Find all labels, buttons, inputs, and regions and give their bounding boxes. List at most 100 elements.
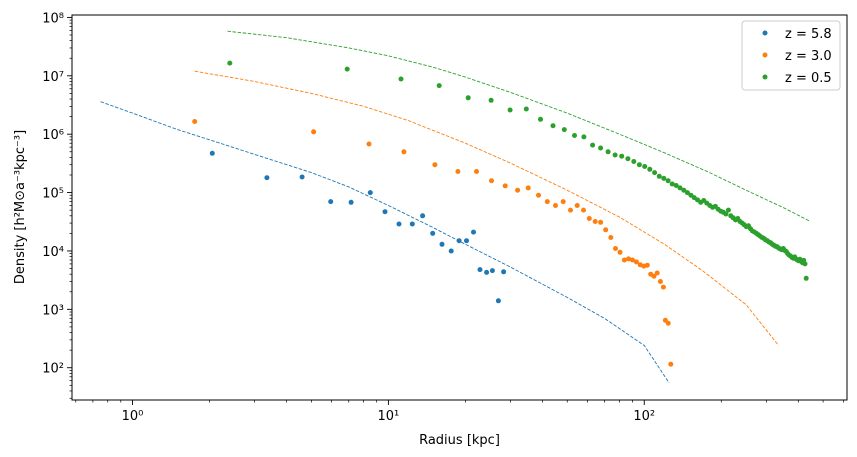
data-point-series-2 bbox=[550, 123, 556, 129]
data-point-series-0 bbox=[264, 175, 270, 181]
data-point-series-0 bbox=[477, 267, 483, 273]
data-points bbox=[192, 60, 809, 367]
data-point-series-1 bbox=[651, 273, 657, 279]
data-point-series-2 bbox=[612, 152, 618, 158]
data-point-series-2 bbox=[803, 275, 809, 281]
data-point-series-0 bbox=[420, 213, 426, 219]
y-tick-label: 10⁷ bbox=[42, 70, 64, 85]
y-tick-label: 10⁶ bbox=[42, 128, 64, 143]
data-point-series-1 bbox=[633, 259, 639, 265]
data-point-series-1 bbox=[574, 203, 580, 208]
data-point-series-2 bbox=[669, 181, 675, 187]
data-point-series-2 bbox=[684, 190, 690, 196]
data-point-series-0 bbox=[489, 268, 495, 274]
y-tick-label: 10⁴ bbox=[42, 245, 64, 260]
data-point-series-2 bbox=[488, 97, 494, 103]
data-point-series-0 bbox=[430, 230, 436, 236]
data-point-series-2 bbox=[344, 66, 350, 72]
data-point-series-2 bbox=[523, 106, 529, 112]
data-point-series-2 bbox=[465, 95, 471, 101]
x-tick-label: 10⁰ bbox=[122, 409, 144, 424]
data-point-series-2 bbox=[652, 170, 658, 176]
fit-line-series-0 bbox=[100, 101, 670, 384]
data-point-series-1 bbox=[608, 235, 614, 240]
legend-label-series-0: z = 5.8 bbox=[785, 27, 832, 42]
data-point-series-2 bbox=[227, 60, 233, 66]
data-point-series-0 bbox=[382, 209, 388, 215]
data-point-series-1 bbox=[626, 256, 631, 262]
data-point-series-0 bbox=[439, 241, 445, 247]
data-point-series-1 bbox=[603, 227, 609, 233]
data-point-series-1 bbox=[502, 183, 508, 189]
data-point-series-0 bbox=[464, 238, 469, 244]
legend-marker-series-2 bbox=[762, 74, 768, 80]
data-point-series-0 bbox=[328, 199, 334, 205]
legend-label-series-2: z = 0.5 bbox=[785, 71, 832, 86]
y-tick-label: 10³ bbox=[42, 303, 64, 318]
data-point-series-0 bbox=[409, 221, 415, 227]
data-point-series-1 bbox=[553, 203, 558, 208]
data-point-series-1 bbox=[617, 249, 623, 255]
data-point-series-0 bbox=[495, 298, 501, 304]
data-point-series-1 bbox=[366, 141, 372, 147]
data-point-series-1 bbox=[654, 270, 660, 276]
data-point-series-1 bbox=[668, 361, 674, 367]
data-point-series-2 bbox=[507, 107, 513, 113]
data-point-series-1 bbox=[644, 262, 650, 268]
data-point-series-1 bbox=[311, 129, 317, 135]
data-point-series-2 bbox=[647, 166, 653, 172]
data-point-series-1 bbox=[621, 257, 627, 263]
data-point-series-2 bbox=[590, 142, 596, 148]
data-point-series-1 bbox=[598, 219, 604, 225]
data-point-series-2 bbox=[636, 162, 642, 168]
x-tick-label: 10¹ bbox=[378, 409, 400, 424]
y-axis-ticks: 10² 10³ 10⁴ 10⁵ 10⁶ 10⁷ 10⁸ bbox=[42, 11, 72, 399]
data-point-series-0 bbox=[501, 269, 507, 275]
data-point-series-1 bbox=[544, 199, 550, 205]
data-point-series-1 bbox=[613, 246, 618, 251]
data-point-series-2 bbox=[561, 127, 567, 133]
data-point-series-2 bbox=[723, 211, 729, 217]
data-point-series-0 bbox=[348, 199, 354, 205]
y-tick-label: 10⁵ bbox=[42, 187, 64, 202]
data-point-series-1 bbox=[592, 219, 598, 224]
data-point-series-0 bbox=[367, 190, 373, 196]
data-point-series-2 bbox=[725, 207, 731, 213]
data-point-series-2 bbox=[673, 183, 679, 188]
data-point-series-2 bbox=[665, 178, 671, 184]
fit-line-series-1 bbox=[194, 70, 779, 346]
data-point-series-2 bbox=[605, 149, 611, 155]
x-axis-ticks: 10⁰ 10¹ 10² bbox=[75, 400, 844, 424]
data-point-series-0 bbox=[448, 248, 454, 254]
data-point-series-2 bbox=[656, 173, 662, 179]
legend-marker-series-0 bbox=[762, 30, 768, 36]
data-point-series-2 bbox=[538, 116, 543, 122]
legend: z = 5.8 z = 3.0 z = 0.5 bbox=[741, 20, 841, 91]
legend-box bbox=[741, 20, 841, 91]
data-point-series-2 bbox=[619, 153, 625, 159]
data-point-series-1 bbox=[432, 162, 438, 168]
data-point-series-1 bbox=[560, 199, 566, 205]
x-axis-label: Radius [kpc] bbox=[419, 433, 500, 448]
data-point-series-1 bbox=[665, 320, 671, 326]
data-point-series-0 bbox=[396, 221, 402, 227]
data-point-series-2 bbox=[802, 261, 808, 267]
data-point-series-1 bbox=[536, 192, 541, 198]
data-point-series-0 bbox=[209, 150, 215, 156]
data-point-series-2 bbox=[642, 164, 648, 169]
data-point-series-2 bbox=[661, 175, 667, 181]
data-point-series-2 bbox=[436, 83, 442, 89]
data-point-series-1 bbox=[474, 169, 479, 174]
fit-lines bbox=[100, 30, 810, 384]
data-point-series-1 bbox=[581, 207, 586, 213]
y-tick-label: 10⁸ bbox=[42, 11, 64, 26]
data-point-series-1 bbox=[455, 169, 461, 174]
data-point-series-1 bbox=[192, 119, 198, 124]
data-point-series-1 bbox=[586, 216, 592, 221]
y-axis-label: Density [h²M⊙a⁻³kpc⁻³] bbox=[13, 130, 28, 284]
plot-background bbox=[72, 15, 847, 400]
data-point-series-2 bbox=[625, 156, 631, 162]
data-point-series-2 bbox=[681, 187, 687, 193]
fit-line-series-2 bbox=[227, 30, 810, 222]
